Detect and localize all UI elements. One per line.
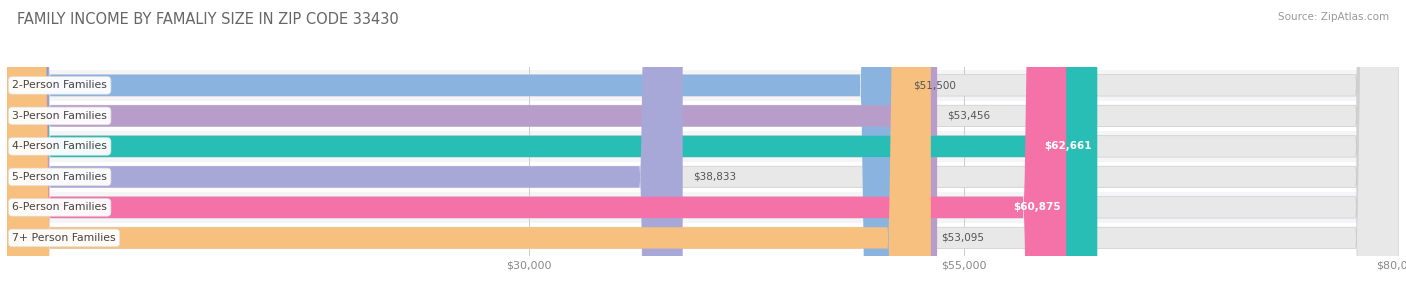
Text: 5-Person Families: 5-Person Families <box>13 172 107 182</box>
Text: Source: ZipAtlas.com: Source: ZipAtlas.com <box>1278 12 1389 22</box>
Text: FAMILY INCOME BY FAMALIY SIZE IN ZIP CODE 33430: FAMILY INCOME BY FAMALIY SIZE IN ZIP COD… <box>17 12 399 27</box>
Text: $53,095: $53,095 <box>941 233 984 243</box>
Text: 4-Person Families: 4-Person Families <box>13 142 107 151</box>
FancyBboxPatch shape <box>7 0 903 305</box>
FancyBboxPatch shape <box>7 0 683 305</box>
Bar <box>7 223 1399 253</box>
Bar <box>7 70 1399 101</box>
FancyBboxPatch shape <box>7 0 1399 305</box>
FancyBboxPatch shape <box>7 0 1066 305</box>
Text: $51,500: $51,500 <box>914 81 956 90</box>
Bar <box>7 192 1399 223</box>
FancyBboxPatch shape <box>7 0 1399 305</box>
FancyBboxPatch shape <box>7 0 1097 305</box>
FancyBboxPatch shape <box>7 0 1399 305</box>
FancyBboxPatch shape <box>7 0 1399 305</box>
Text: $60,875: $60,875 <box>1014 203 1062 212</box>
Text: $53,456: $53,456 <box>948 111 991 121</box>
Text: $62,661: $62,661 <box>1045 142 1092 151</box>
Bar <box>7 162 1399 192</box>
FancyBboxPatch shape <box>7 0 938 305</box>
Text: 2-Person Families: 2-Person Families <box>13 81 107 90</box>
FancyBboxPatch shape <box>7 0 1399 305</box>
Bar <box>7 131 1399 162</box>
FancyBboxPatch shape <box>7 0 931 305</box>
Text: 6-Person Families: 6-Person Families <box>13 203 107 212</box>
Bar <box>7 101 1399 131</box>
Text: $38,833: $38,833 <box>693 172 737 182</box>
FancyBboxPatch shape <box>7 0 1399 305</box>
Text: 7+ Person Families: 7+ Person Families <box>13 233 115 243</box>
Text: 3-Person Families: 3-Person Families <box>13 111 107 121</box>
